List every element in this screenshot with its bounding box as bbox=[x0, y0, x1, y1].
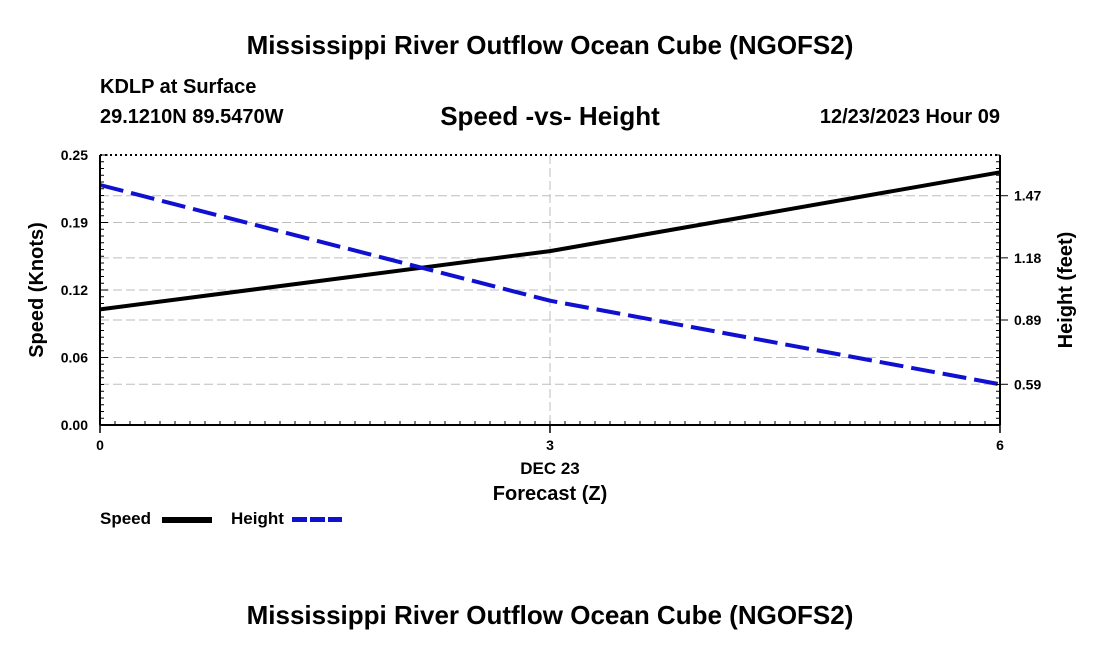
grid-layer bbox=[100, 155, 1000, 425]
legend-height-swatch bbox=[292, 517, 342, 522]
y-axis-label-left: Speed (Knots) bbox=[26, 222, 48, 358]
x-tick-label-1: 3 bbox=[546, 437, 554, 453]
main-title: Mississippi River Outflow Ocean Cube (NG… bbox=[246, 30, 854, 60]
station-coords: 29.1210N 89.5470W bbox=[100, 106, 284, 128]
series-line-speed bbox=[99, 170, 1001, 312]
chart-subtitle: Speed -vs- Height bbox=[440, 101, 660, 131]
series-line-height bbox=[99, 183, 1001, 387]
left-tick-label-4: 0.25 bbox=[61, 147, 88, 163]
legend-speed-label: Speed bbox=[100, 509, 152, 528]
x-axis-label: Forecast (Z) bbox=[493, 483, 607, 505]
x-tick-label-2: 6 bbox=[996, 437, 1004, 453]
legend-height-label: Height bbox=[231, 509, 284, 528]
axis-layer bbox=[99, 154, 1008, 433]
x-date-label: DEC 23 bbox=[520, 459, 580, 478]
footer-title: Mississippi River Outflow Ocean Cube (NG… bbox=[246, 600, 854, 630]
left-tick-label-0: 0.00 bbox=[61, 417, 88, 433]
series-layer bbox=[99, 170, 1001, 387]
left-tick-label-1: 0.06 bbox=[61, 350, 88, 366]
right-tick-label-2: 1.18 bbox=[1014, 250, 1041, 266]
left-tick-label-3: 0.19 bbox=[61, 215, 88, 231]
x-tick-label-0: 0 bbox=[96, 437, 104, 453]
forecast-datetime: 12/23/2023 Hour 09 bbox=[819, 106, 1000, 128]
y-axis-label-right: Height (feet) bbox=[1055, 232, 1077, 349]
legend-speed-swatch bbox=[162, 517, 212, 523]
right-tick-label-3: 1.47 bbox=[1014, 188, 1041, 204]
station-name: KDLP at Surface bbox=[100, 76, 257, 98]
label-layer: 0.00 0.06 0.12 0.19 0.25 0.59 0.89 1.18 1.47 0 3 6 D… bbox=[26, 147, 1077, 505]
right-tick-label-0: 0.59 bbox=[1014, 376, 1041, 392]
right-tick-label-1: 0.89 bbox=[1014, 312, 1041, 328]
left-tick-label-2: 0.12 bbox=[61, 282, 88, 298]
